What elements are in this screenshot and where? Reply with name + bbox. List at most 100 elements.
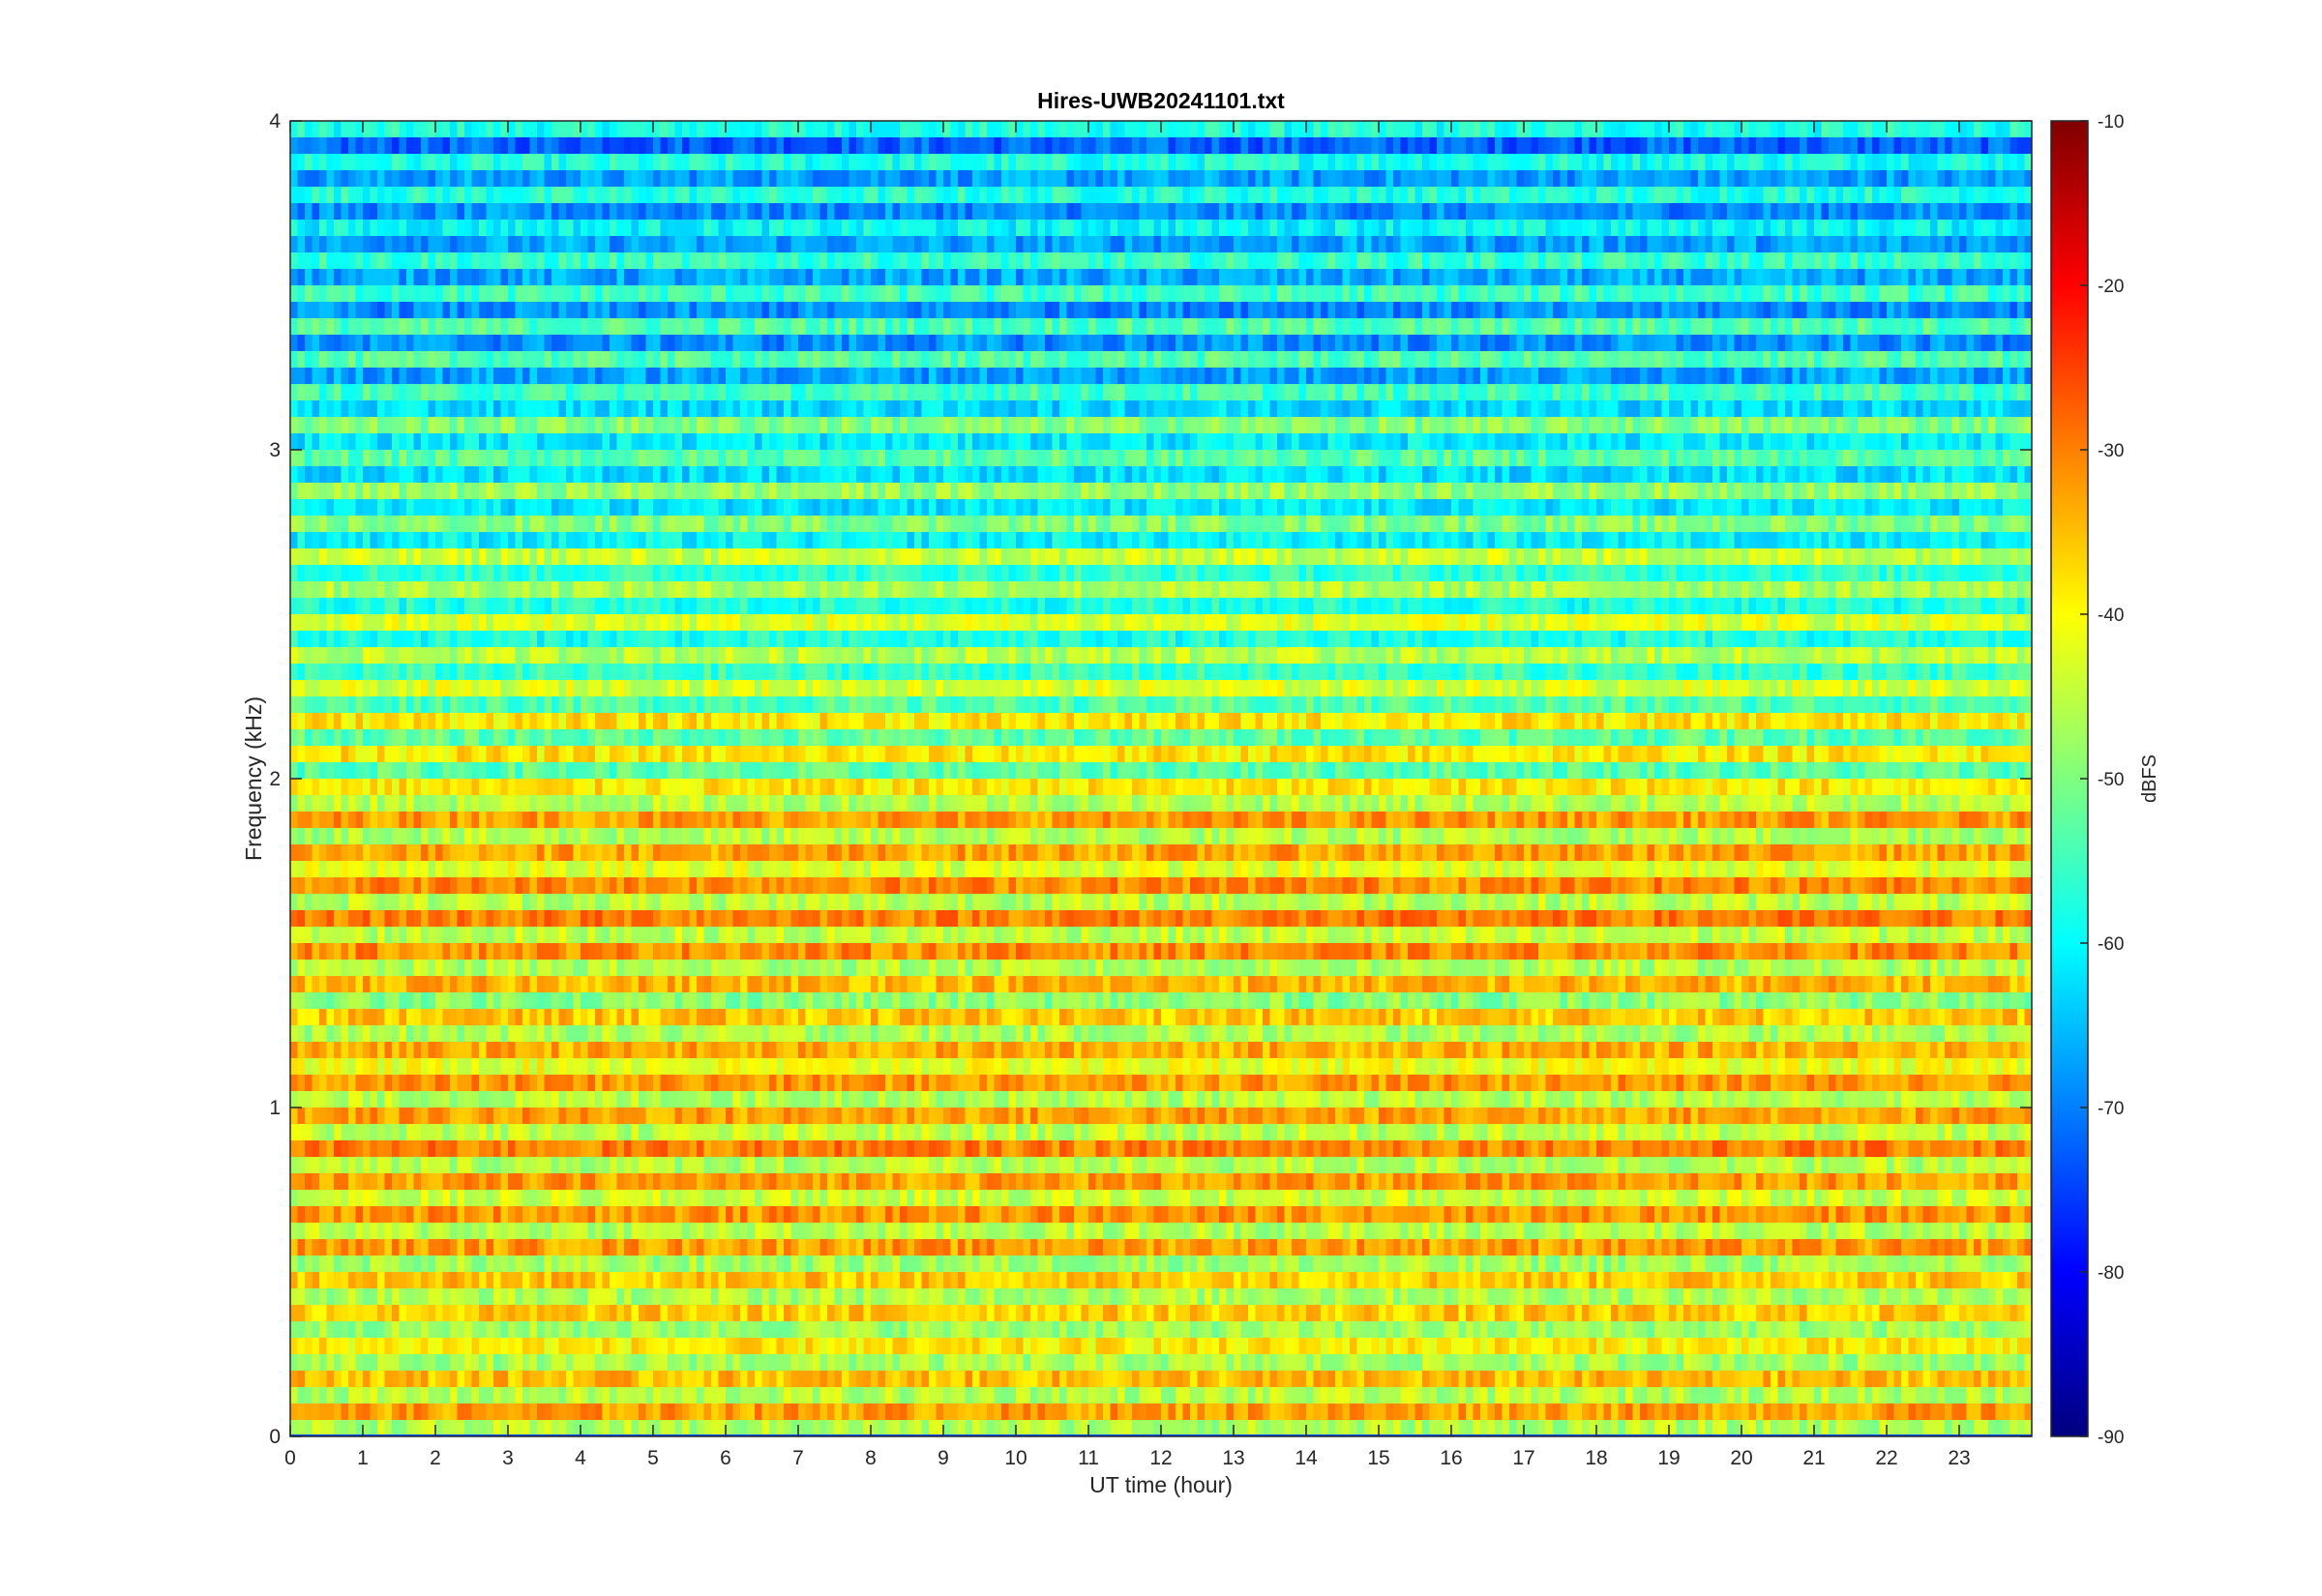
heatmap-cell: [1088, 302, 1097, 319]
heatmap-cell: [479, 203, 488, 221]
heatmap-cell: [1785, 121, 1794, 138]
heatmap-cell: [370, 450, 378, 467]
heatmap-cell: [1052, 433, 1060, 451]
heatmap-cell: [1139, 335, 1147, 352]
heatmap-cell: [921, 170, 930, 188]
heatmap-cell: [645, 384, 654, 401]
heatmap-cell: [319, 203, 328, 221]
heatmap-cell: [871, 269, 879, 286]
heatmap-cell: [740, 154, 749, 171]
heatmap-cell: [377, 154, 386, 171]
heatmap-cell: [1284, 187, 1293, 204]
heatmap-cell: [776, 318, 785, 336]
heatmap-cell: [1408, 285, 1416, 303]
heatmap-cell: [1248, 450, 1257, 467]
heatmap-cell: [1930, 302, 1939, 319]
heatmap-cell: [1226, 433, 1235, 451]
heatmap-cell: [435, 154, 444, 171]
heatmap-cell: [1139, 368, 1147, 385]
heatmap-cell: [1313, 302, 1322, 319]
heatmap-cell: [1582, 252, 1591, 270]
heatmap-cell: [834, 187, 843, 204]
heatmap-cell: [726, 137, 734, 155]
heatmap-cell: [1893, 170, 1902, 188]
heatmap-cell: [1182, 137, 1191, 155]
heatmap-cell: [428, 220, 436, 237]
heatmap-cell: [290, 220, 299, 237]
heatmap-cell: [421, 302, 430, 319]
heatmap-cell: [1292, 269, 1300, 286]
heatmap-cell: [732, 417, 741, 434]
heatmap-cell: [660, 252, 669, 270]
heatmap-cell: [406, 220, 415, 237]
heatmap-cell: [1785, 187, 1794, 204]
heatmap-cell: [566, 269, 575, 286]
heatmap-cell: [1589, 318, 1597, 336]
heatmap-cell: [1437, 400, 1445, 418]
heatmap-cell: [1582, 154, 1591, 171]
heatmap-cell: [1596, 368, 1605, 385]
heatmap-cell: [1103, 433, 1112, 451]
heatmap-cell: [639, 384, 647, 401]
heatmap-cell: [1719, 236, 1728, 253]
heatmap-cell: [1538, 285, 1547, 303]
heatmap-cell: [1110, 450, 1118, 467]
heatmap-cell: [878, 400, 886, 418]
heatmap-cell: [624, 121, 633, 138]
heatmap-cell: [1139, 220, 1147, 237]
heatmap-cell: [1219, 154, 1228, 171]
heatmap-cell: [1966, 236, 1975, 253]
heatmap-cell: [1560, 170, 1568, 188]
heatmap-cell: [624, 285, 633, 303]
heatmap-cell: [929, 252, 938, 270]
heatmap-cell: [1516, 433, 1525, 451]
heatmap-cell: [1777, 384, 1786, 401]
heatmap-cell: [558, 400, 567, 418]
heatmap-cell: [827, 285, 836, 303]
heatmap-cell: [834, 203, 843, 221]
heatmap-cell: [616, 335, 625, 352]
heatmap-cell: [958, 170, 967, 188]
heatmap-cell: [493, 121, 502, 138]
heatmap-cell: [718, 187, 727, 204]
heatmap-cell: [1153, 187, 1162, 204]
heatmap-cell: [1008, 351, 1017, 369]
heatmap-cell: [2003, 252, 2011, 270]
heatmap-cell: [573, 302, 581, 319]
heatmap-cell: [406, 351, 415, 369]
heatmap-cell: [1553, 368, 1562, 385]
heatmap-cell: [1205, 335, 1213, 352]
heatmap-cell: [341, 285, 349, 303]
heatmap-cell: [1560, 335, 1568, 352]
heatmap-cell: [848, 236, 857, 253]
heatmap-cell: [1385, 187, 1394, 204]
heatmap-cell: [1843, 236, 1852, 253]
heatmap-cell: [761, 318, 770, 336]
heatmap-cell: [370, 384, 378, 401]
heatmap-cell: [1234, 187, 1242, 204]
heatmap-cell: [355, 433, 364, 451]
heatmap-cell: [1393, 318, 1402, 336]
heatmap-cell: [573, 252, 581, 270]
heatmap-cell: [1524, 368, 1533, 385]
heatmap-cell: [566, 318, 575, 336]
heatmap-cell: [464, 450, 473, 467]
heatmap-cell: [972, 335, 981, 352]
heatmap-cell: [639, 285, 647, 303]
heatmap-cell: [624, 368, 633, 385]
heatmap-cell: [885, 285, 894, 303]
heatmap-cell: [1843, 203, 1852, 221]
heatmap-cell: [914, 368, 923, 385]
heatmap-cell: [1922, 351, 1931, 369]
heatmap-cell: [755, 121, 763, 138]
heatmap-cell: [624, 252, 633, 270]
heatmap-cell: [863, 351, 872, 369]
heatmap-cell: [1095, 203, 1104, 221]
heatmap-cell: [508, 400, 517, 418]
heatmap-cell: [370, 269, 378, 286]
heatmap-cell: [1045, 285, 1054, 303]
heatmap-cell: [2003, 236, 2011, 253]
heatmap-cell: [1632, 137, 1641, 155]
heatmap-cell: [624, 450, 633, 467]
heatmap-cell: [2017, 351, 2026, 369]
